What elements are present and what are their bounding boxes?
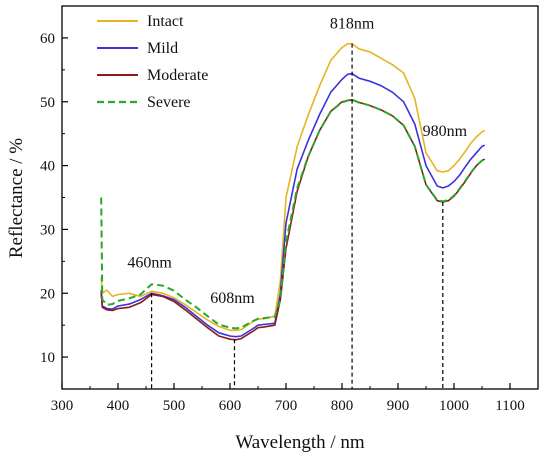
annotation-label: 608nm xyxy=(210,290,255,307)
series-line-intact xyxy=(100,42,486,332)
series-line-severe xyxy=(100,98,486,330)
axes-layer: 300 400 500 600 700 800 900 1000 1100 10 20 30 40 50 6… xyxy=(40,31,525,414)
x-axis-title: Wavelength / nm xyxy=(235,432,365,453)
y-tick-label: 30 xyxy=(40,222,55,238)
x-tick-label: 600 xyxy=(219,398,242,414)
y-tick-label: 10 xyxy=(40,350,55,366)
legend-label-mild: Mild xyxy=(147,40,178,57)
plot-frame xyxy=(61,5,539,390)
legend-label-moderate: Moderate xyxy=(147,67,208,84)
y-tick-label: 20 xyxy=(40,286,55,302)
x-tick-label: 1100 xyxy=(495,398,524,414)
x-tick-label: 1000 xyxy=(439,398,469,414)
x-tick-label: 700 xyxy=(275,398,298,414)
x-tick-label: 500 xyxy=(163,398,186,414)
x-tick-label: 300 xyxy=(51,398,74,414)
y-axis-title: Reflectance / % xyxy=(6,138,27,258)
legend-label-intact: Intact xyxy=(147,13,184,30)
x-tick-label: 800 xyxy=(331,398,354,414)
y-tick-label: 60 xyxy=(40,31,55,47)
x-tick-label: 900 xyxy=(387,398,410,414)
y-tick-label: 40 xyxy=(40,159,55,175)
annotation-layer: 460nm 608nm 818nm 980nm xyxy=(127,16,468,389)
legend-label-severe: Severe xyxy=(147,94,191,111)
series-layer xyxy=(100,42,486,341)
annotation-label: 818nm xyxy=(330,16,375,33)
legend: Intact Mild Moderate Severe xyxy=(97,13,208,111)
annotation-label: 980nm xyxy=(423,123,468,140)
x-tick-label: 400 xyxy=(107,398,130,414)
annotation-label: 460nm xyxy=(127,254,172,271)
y-tick-label: 50 xyxy=(40,95,55,111)
